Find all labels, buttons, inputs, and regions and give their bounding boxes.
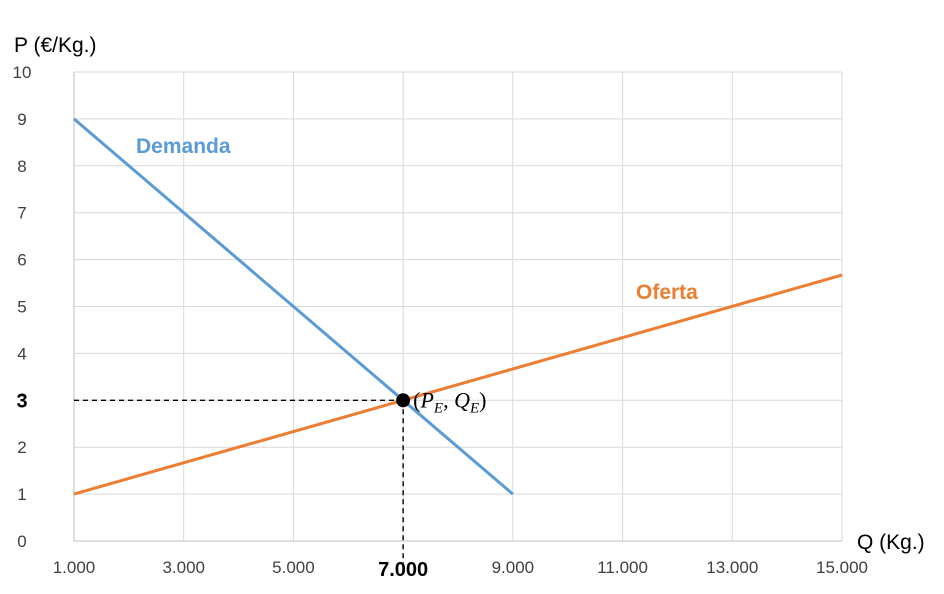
x-tick-label: 1.000 [53,558,96,577]
y-tick-label: 6 [17,251,26,270]
y-tick-label: 7 [17,204,26,223]
y-tick-label: 9 [17,110,26,129]
tick-labels: 0 1 2 3 4 5 6 7 8 9 10 1.000 3.000 5.000 9.000 11.000 13… [13,63,868,581]
series-line-demanda [73,117,514,496]
x-tick-label: 11.000 [597,558,648,577]
y-tick-label: 10 [13,63,32,82]
equilibrium-quantity-label: 7.000 [378,559,428,581]
grid [74,71,843,541]
series-label-oferta: Oferta [636,281,698,304]
x-tick-label: 13.000 [706,558,758,577]
equilibrium-guides [74,399,404,563]
y-tick-label: 1 [17,485,26,504]
equilibrium-price-label: 3 [16,390,27,412]
series-line-oferta [73,273,843,496]
x-tick-label: 5.000 [272,558,315,577]
x-tick-label: 15.000 [816,558,868,577]
y-tick-label: 4 [17,344,26,363]
y-tick-label: 5 [17,298,26,317]
equilibrium-label: (PE, QE) [413,387,486,416]
y-tick-label: 0 [17,532,26,551]
series-label-demanda: Demanda [136,135,231,158]
labels: P (€/Kg.) Q (Kg.) Demanda Oferta (PE, QE) [14,34,925,554]
x-tick-label: 3.000 [162,558,205,577]
x-tick-label: 9.000 [492,558,535,577]
y-axis-title: P (€/Kg.) [14,34,96,57]
axes [73,72,842,542]
y-tick-label: 3 [17,391,26,410]
y-tick-label: 8 [17,157,26,176]
x-axis-title: Q (Kg.) [857,531,925,554]
y-tick-label: 2 [17,438,26,457]
